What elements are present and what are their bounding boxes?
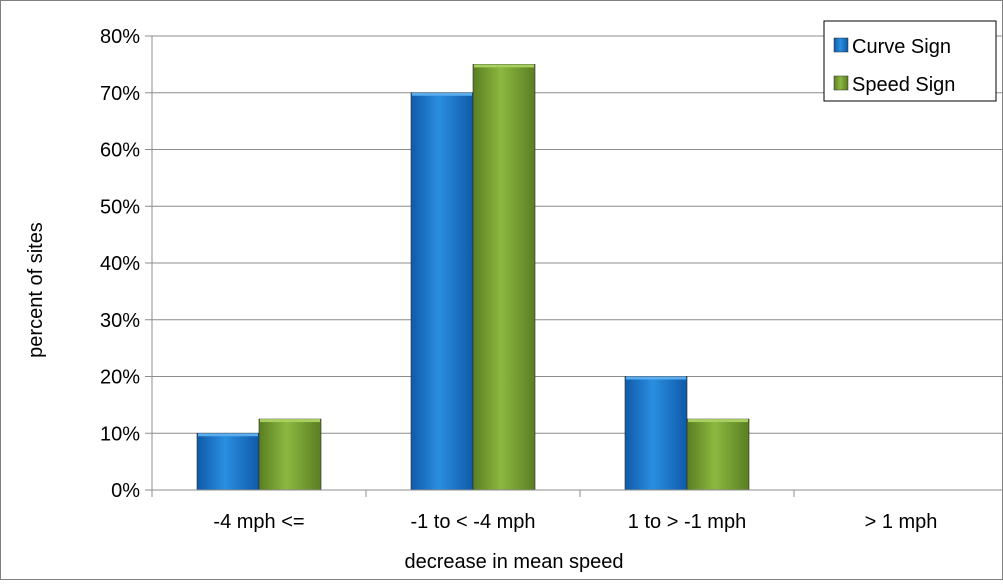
y-tick-label: 70%: [100, 83, 140, 105]
bar-curve-sign: [196, 432, 260, 491]
y-tick-label: 60%: [100, 140, 140, 162]
bar-top-highlight: [198, 433, 258, 437]
x-tick-label: -4 mph <=: [213, 511, 304, 533]
y-tick-label: 30%: [100, 310, 140, 332]
y-tick-label: 50%: [100, 196, 140, 218]
bar-top-highlight: [474, 64, 534, 68]
bar-top-highlight: [412, 92, 472, 96]
bar-curve-sign: [624, 376, 688, 491]
y-tick-label: 40%: [100, 253, 140, 275]
x-tick-label: -1 to < -4 mph: [410, 511, 535, 533]
legend-swatch: [833, 75, 849, 91]
axes: [151, 36, 1003, 497]
legend-label: Speed Sign: [852, 74, 955, 96]
bar-curve-sign: [410, 92, 474, 491]
x-tick-labels: -4 mph <= -1 to < -4 mph 1 to > -1 mph > 1 …: [213, 511, 937, 533]
y-tick-label: 20%: [100, 367, 140, 389]
bar-speed-sign: [472, 64, 536, 491]
y-axis-title: percent of sites: [25, 222, 47, 358]
bar-speed-sign: [258, 418, 322, 491]
y-tick-label: 80%: [100, 26, 140, 48]
bar-top-highlight: [260, 419, 320, 423]
legend-label: Curve Sign: [852, 36, 951, 58]
legend-swatch: [833, 37, 849, 53]
bar-top-highlight: [626, 376, 686, 380]
y-tick-labels: 0% 10% 20% 30% 40% 50% 60% 70% 80%: [100, 26, 140, 502]
legend-box: [823, 20, 997, 102]
y-tick-label: 10%: [100, 423, 140, 445]
y-tick-label: 0%: [111, 480, 140, 502]
x-axis-title: decrease in mean speed: [404, 551, 623, 573]
x-tick-label: > 1 mph: [865, 511, 938, 533]
bar-speed-sign: [686, 418, 750, 491]
bar-top-highlight: [688, 419, 748, 423]
legend: Curve Sign Speed Sign: [823, 20, 997, 102]
x-tick-label: 1 to > -1 mph: [628, 511, 746, 533]
bars: [196, 64, 750, 491]
